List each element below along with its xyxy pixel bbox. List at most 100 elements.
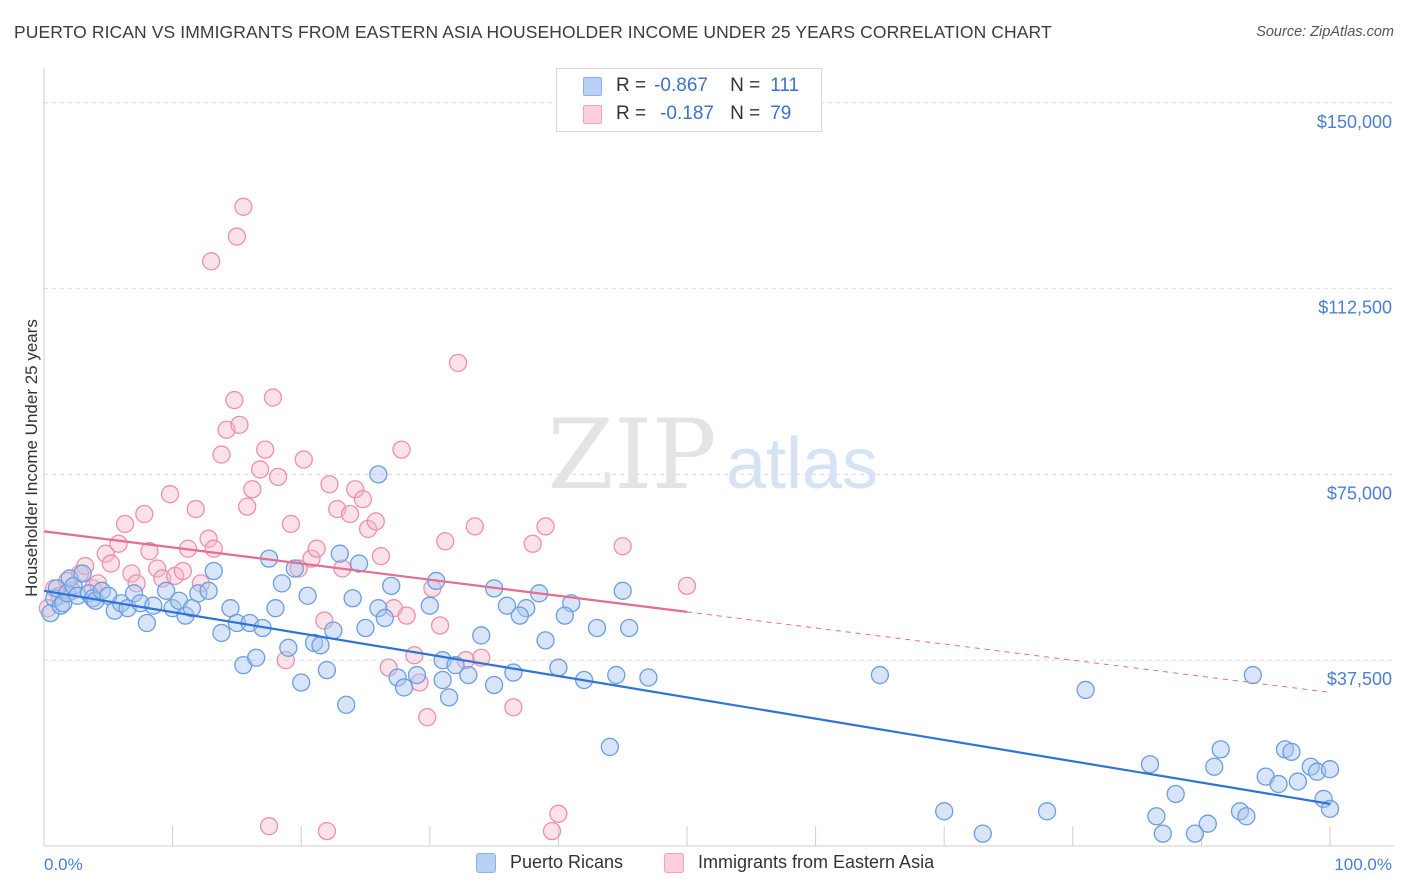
y-tick-label: $37,500 [1327, 669, 1392, 689]
data-point-puerto-rican [330, 544, 349, 563]
data-point-puerto-rican [298, 586, 317, 605]
series-puerto-ricans [41, 465, 1340, 843]
data-point-puerto-rican [1282, 742, 1301, 762]
data-point-puerto-rican [1269, 774, 1288, 794]
data-point-puerto-rican [199, 581, 218, 600]
data-point-eastern-asia [135, 504, 154, 524]
series-legend: Puerto Ricans Immigrants from Eastern As… [0, 852, 1406, 878]
data-point-puerto-rican [1037, 802, 1057, 821]
data-point-puerto-rican [619, 618, 639, 638]
data-point-eastern-asia [96, 544, 115, 563]
data-point-puerto-rican [600, 737, 619, 757]
data-point-puerto-rican [935, 802, 954, 821]
data-point-puerto-rican [204, 561, 223, 581]
data-point-eastern-asia [140, 542, 159, 561]
data-point-eastern-asia [101, 554, 121, 573]
legend-r-value: -0.187 [660, 103, 714, 124]
data-point-puerto-rican [517, 599, 536, 618]
data-point-puerto-rican [1076, 680, 1095, 700]
data-point-puerto-rican [1198, 814, 1217, 833]
data-point-puerto-rican [212, 623, 231, 643]
data-point-puerto-rican [587, 618, 607, 638]
data-point-eastern-asia [263, 388, 283, 407]
data-point-puerto-rican [292, 673, 311, 692]
data-point-puerto-rican [1243, 665, 1262, 685]
data-point-eastern-asia [346, 480, 365, 499]
series-immigrants-eastern-asia [38, 197, 697, 841]
legend-swatch-blue [583, 76, 602, 96]
data-point-eastern-asia [294, 450, 313, 469]
legend-item-puerto-ricans: Puerto Ricans [476, 852, 623, 873]
data-point-eastern-asia [366, 512, 385, 531]
data-point-puerto-rican [1211, 740, 1230, 759]
data-point-eastern-asia [340, 504, 360, 524]
data-point-eastern-asia [268, 467, 288, 487]
data-point-eastern-asia [109, 534, 128, 553]
correlation-legend: R = -0.867 N = 111 R = -0.187 N = 79 [556, 68, 822, 132]
data-point-puerto-rican [407, 665, 427, 685]
data-point-puerto-rican [1320, 799, 1340, 818]
legend-swatch-pink [583, 104, 602, 124]
data-point-eastern-asia [234, 197, 253, 216]
data-point-puerto-rican [973, 824, 992, 843]
data-point-puerto-rican [382, 576, 401, 596]
data-point-puerto-rican [607, 665, 626, 685]
trend-line-eastern-asia-extension [686, 611, 1331, 693]
legend-r-value: -0.867 [654, 75, 708, 96]
data-point-eastern-asia [225, 390, 244, 410]
data-point-puerto-rican [247, 648, 266, 667]
data-point-puerto-rican [510, 606, 529, 625]
data-point-eastern-asia [115, 514, 135, 534]
data-point-puerto-rican [388, 668, 407, 687]
data-point-puerto-rican [137, 613, 157, 633]
legend-n-label: N = [730, 103, 761, 124]
data-point-puerto-rican [439, 688, 459, 707]
data-point-eastern-asia [392, 440, 411, 459]
trend-lines [43, 530, 1331, 805]
data-point-eastern-asia [256, 440, 275, 459]
data-point-puerto-rican [1288, 772, 1307, 791]
data-point-eastern-asia [186, 499, 205, 519]
data-point-eastern-asia [542, 821, 562, 841]
data-point-puerto-rican [343, 589, 362, 608]
legend-n-value: 79 [770, 103, 792, 124]
data-point-puerto-rican [1166, 784, 1185, 804]
data-point-eastern-asia [613, 537, 632, 556]
data-point-puerto-rican [41, 603, 60, 623]
data-point-eastern-asia [202, 252, 221, 271]
data-point-puerto-rican [870, 665, 890, 685]
data-point-puerto-rican [420, 596, 439, 615]
data-point-eastern-asia [238, 497, 257, 516]
data-point-eastern-asia [76, 556, 95, 576]
data-point-puerto-rican [1320, 760, 1340, 779]
data-point-eastern-asia [259, 817, 279, 836]
data-point-puerto-rican [73, 564, 92, 583]
data-point-puerto-rican [279, 638, 298, 657]
legend-label-puerto-ricans: Puerto Ricans [510, 852, 624, 872]
data-point-eastern-asia [371, 546, 391, 566]
data-point-puerto-rican [124, 584, 144, 603]
data-point-puerto-rican [555, 606, 574, 625]
data-point-puerto-rican [1140, 755, 1160, 774]
data-point-puerto-rican [446, 655, 465, 675]
data-point-eastern-asia [436, 532, 455, 551]
legend-n-label: N = [730, 75, 761, 96]
data-point-puerto-rican [472, 626, 491, 645]
data-point-eastern-asia [549, 804, 568, 823]
data-point-eastern-asia [307, 539, 326, 558]
data-point-eastern-asia [358, 519, 378, 539]
data-point-puerto-rican [459, 665, 478, 685]
y-tick-label: $75,000 [1327, 483, 1392, 503]
legend-label-eastern-asia: Immigrants from Eastern Asia [698, 852, 935, 872]
data-point-puerto-rican [311, 636, 330, 655]
legend-item-eastern-asia: Immigrants from Eastern Asia [664, 852, 934, 873]
data-point-puerto-rican [337, 695, 356, 714]
data-point-puerto-rican [272, 574, 292, 593]
data-point-puerto-rican [64, 576, 83, 596]
data-point-eastern-asia [353, 490, 373, 509]
chart-title: PUERTO RICAN VS IMMIGRANTS FROM EASTERN … [14, 22, 1052, 42]
data-point-eastern-asia [281, 514, 301, 534]
data-point-eastern-asia [212, 445, 231, 464]
data-point-puerto-rican [549, 658, 568, 677]
chart-source: Source: ZipAtlas.com [1256, 24, 1394, 40]
